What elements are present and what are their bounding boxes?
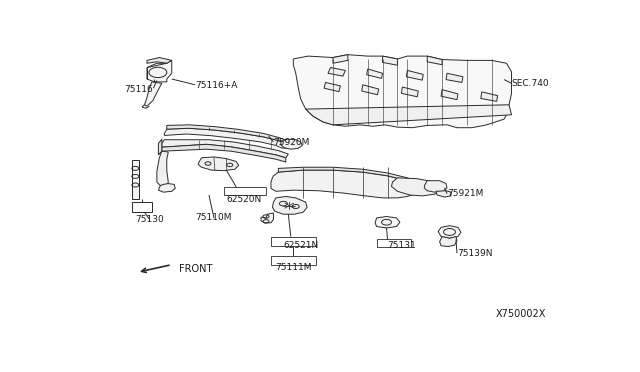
Polygon shape [401,87,419,97]
Polygon shape [424,181,447,192]
Polygon shape [158,183,175,192]
Text: 75921M: 75921M [447,189,483,198]
Polygon shape [198,157,239,171]
Text: 75131: 75131 [388,241,416,250]
Polygon shape [441,90,458,100]
Polygon shape [132,202,152,212]
Polygon shape [481,92,498,101]
Text: 75110M: 75110M [196,214,232,222]
Polygon shape [376,240,412,247]
Polygon shape [157,151,168,186]
Text: SEC.740: SEC.740 [511,79,549,88]
Polygon shape [281,139,302,149]
Text: FRONT: FRONT [179,264,212,274]
Polygon shape [132,160,138,199]
Polygon shape [428,56,442,65]
Polygon shape [440,237,457,247]
Polygon shape [167,125,288,146]
Polygon shape [446,73,463,83]
Text: X750002X: X750002X [496,309,547,319]
Polygon shape [278,167,420,189]
Text: 75116: 75116 [125,84,154,93]
Polygon shape [271,170,420,198]
Text: 62521N: 62521N [283,241,318,250]
Polygon shape [333,55,348,63]
Polygon shape [271,237,316,246]
Polygon shape [438,226,461,238]
Polygon shape [367,69,383,78]
Text: 75139N: 75139N [457,248,492,258]
Polygon shape [145,82,162,106]
Polygon shape [164,128,288,148]
Polygon shape [436,191,451,197]
Polygon shape [324,83,340,92]
Text: 75130: 75130 [135,215,164,224]
Text: 75920M: 75920M [273,138,310,147]
Polygon shape [162,144,286,162]
Polygon shape [383,56,397,65]
Polygon shape [147,60,172,82]
Polygon shape [362,85,379,95]
Polygon shape [261,213,273,223]
Polygon shape [271,256,316,264]
Text: 62520N: 62520N [226,195,261,204]
Polygon shape [328,68,346,76]
Polygon shape [147,58,172,63]
Polygon shape [375,217,400,228]
Polygon shape [162,140,288,158]
Polygon shape [392,178,442,196]
Polygon shape [224,187,266,195]
Text: 75111M: 75111M [275,263,312,272]
Polygon shape [406,70,423,80]
Polygon shape [273,196,307,214]
Polygon shape [158,139,162,155]
Polygon shape [293,55,511,128]
Polygon shape [306,105,511,125]
Text: 75116+A: 75116+A [195,81,237,90]
